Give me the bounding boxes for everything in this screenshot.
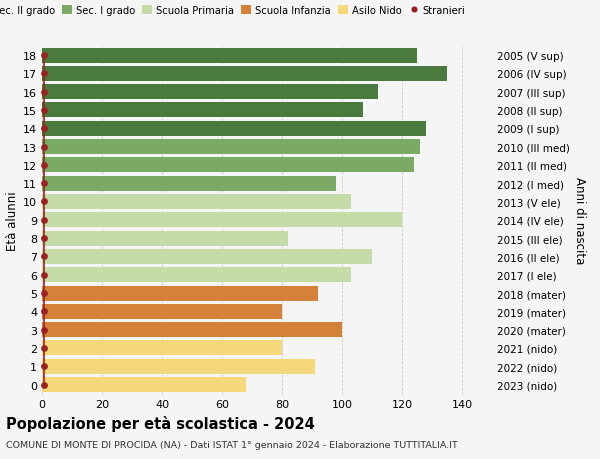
Bar: [42, 249, 372, 264]
Point: [39, 180, 49, 187]
Point: [39, 71, 49, 78]
Point: [39, 162, 49, 169]
Bar: [42, 103, 363, 118]
Point: [39, 144, 49, 151]
Text: COMUNE DI MONTE DI PROCIDA (NA) - Dati ISTAT 1° gennaio 2024 - Elaborazione TUTT: COMUNE DI MONTE DI PROCIDA (NA) - Dati I…: [6, 440, 458, 449]
Point: [39, 381, 49, 388]
Bar: [42, 213, 402, 228]
Legend: Sec. II grado, Sec. I grado, Scuola Primaria, Scuola Infanzia, Asilo Nido, Stran: Sec. II grado, Sec. I grado, Scuola Prim…: [0, 2, 469, 20]
Point: [39, 89, 49, 96]
Point: [39, 271, 49, 279]
Point: [39, 326, 49, 334]
Bar: [42, 176, 336, 191]
Bar: [42, 322, 342, 337]
Point: [39, 217, 49, 224]
Bar: [42, 341, 282, 356]
Bar: [42, 377, 246, 392]
Bar: [42, 158, 414, 173]
Bar: [42, 286, 318, 301]
Y-axis label: Età alunni: Età alunni: [6, 190, 19, 250]
Y-axis label: Anni di nascita: Anni di nascita: [574, 177, 586, 264]
Point: [39, 253, 49, 261]
Point: [39, 345, 49, 352]
Bar: [42, 67, 447, 82]
Point: [39, 363, 49, 370]
Bar: [42, 122, 426, 136]
Point: [39, 125, 49, 133]
Point: [39, 235, 49, 242]
Point: [39, 290, 49, 297]
Bar: [42, 359, 315, 374]
Bar: [42, 231, 288, 246]
Point: [39, 308, 49, 315]
Point: [39, 107, 49, 114]
Bar: [42, 85, 378, 100]
Point: [39, 198, 49, 206]
Bar: [42, 195, 351, 210]
Text: Popolazione per età scolastica - 2024: Popolazione per età scolastica - 2024: [6, 415, 315, 431]
Bar: [42, 268, 351, 283]
Bar: [42, 140, 420, 155]
Point: [39, 52, 49, 60]
Bar: [42, 304, 282, 319]
Bar: [42, 49, 417, 63]
